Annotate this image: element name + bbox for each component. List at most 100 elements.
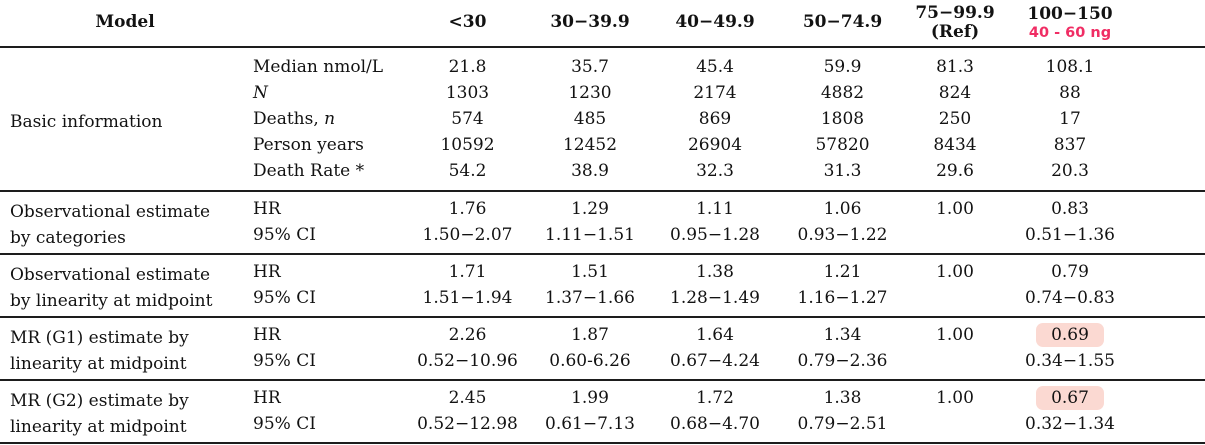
cell: 0.60-6.26 [549,351,631,371]
section-label-line: Observational estimate [10,264,211,285]
section-label-line: MR (G2) estimate by [10,390,189,411]
cell: 21.8 [448,57,487,77]
header-row: Model <30 30−39.9 40−49.9 50−74.9 75−99.… [0,0,1205,48]
cell: 0.34−1.55 [1025,351,1115,371]
cell: 0.69 [1005,316,1205,348]
header-col-75-99-ref: 75−99.9 (Ref) [905,0,1005,48]
cell: 1.64 [650,316,780,348]
cell: 8434 [933,135,977,155]
table-row: N 1303 1230 2174 4882 824 88 [0,80,1205,106]
row-label: 95% CI [253,414,316,434]
header-col-100-150: 100−150 40 - 60 ng [1005,0,1205,48]
section-label-line: Basic information [10,112,163,132]
cell: 29.6 [936,161,974,181]
cell: 1.76 [405,190,530,222]
cell: 0.52−12.98 [417,414,518,434]
cell: 45.4 [696,57,734,77]
header-model: Model [0,0,250,48]
cell: 1.99 [530,379,650,411]
cell: 1.21 [780,253,905,285]
cell: 1.51 [530,253,650,285]
cell: 1.06 [780,190,905,222]
section-observational-categories: Observational estimate by categories HR … [0,190,1205,254]
section-label-line: linearity at midpoint [10,416,187,437]
cell: 0.67−4.24 [670,351,760,371]
cell: 88 [1059,83,1081,103]
row-label: Median nmol/L [253,57,384,77]
table-row: 95% CI 0.52−10.96 0.60-6.26 0.67−4.24 0.… [0,348,1205,380]
row-label: HR [250,379,405,411]
header-col-lt30: <30 [405,0,530,48]
section-label: MR (G1) estimate by linearity at midpoin… [0,316,250,380]
header-col-40-49: 40−49.9 [650,0,780,48]
row-label: HR [250,190,405,222]
cell: 1.50−2.07 [422,225,513,245]
header-range-75-99: 75−99.9 [915,2,995,23]
cell: 1.38 [780,379,905,411]
cell [905,411,1005,443]
cell: 574 [451,109,484,129]
cell: 0.79 [1005,253,1205,285]
cell: 17 [1059,109,1081,129]
cell: 1.16−1.27 [797,288,888,308]
cell: 26904 [687,135,743,155]
cell: 2174 [693,83,737,103]
cell: 1.37−1.66 [545,288,635,308]
row-label: 95% CI [253,351,316,371]
section-observational-linearity: Observational estimate by linearity at m… [0,253,1205,317]
cell: 0.32−1.34 [1025,414,1115,434]
section-label: MR (G2) estimate by linearity at midpoin… [0,379,250,443]
cell: 38.9 [571,161,609,181]
cell: 1.11 [650,190,780,222]
table-row: Basic information Median nmol/L 21.8 35.… [0,47,1205,132]
section-mr-g1: MR (G1) estimate by linearity at midpoin… [0,316,1205,380]
cell: 1.87 [530,316,650,348]
table-row: Death Rate * 54.2 38.9 32.3 31.3 29.6 20… [0,158,1205,191]
section-label: Observational estimate by linearity at m… [0,253,250,317]
section-label-line: Observational estimate [10,201,211,222]
table-row: 95% CI 1.51−1.94 1.37−1.66 1.28−1.49 1.1… [0,285,1205,317]
table-row: 95% CI 1.50−2.07 1.11−1.51 0.95−1.28 0.9… [0,222,1205,254]
highlighted-value: 0.67 [1036,386,1104,410]
cell: 1230 [568,83,612,103]
row-label: Death Rate * [253,161,365,181]
cell: 1.00 [905,190,1005,222]
cell [905,348,1005,380]
cell: 250 [938,109,972,129]
cell: 1.51−1.94 [422,288,513,308]
cell: 81.3 [936,57,974,77]
section-mr-g2: MR (G2) estimate by linearity at midpoin… [0,379,1205,443]
cell: 0.51−1.36 [1025,225,1115,245]
cell: 837 [1053,135,1087,155]
cell: 2.26 [405,316,530,348]
cell: 0.83 [1005,190,1205,222]
cell: 0.93−1.22 [797,225,888,245]
cell: 1.00 [905,316,1005,348]
cell: 1.11−1.51 [545,225,635,245]
cell: 0.79−2.36 [797,351,888,371]
cell: 1808 [820,109,865,129]
table-row: 95% CI 0.52−12.98 0.61−7.13 0.68−4.70 0.… [0,411,1205,443]
cell [905,222,1005,254]
cell: 824 [938,83,972,103]
table-row: MR (G1) estimate by linearity at midpoin… [0,316,1205,380]
table-row: Person years 10592 12452 26904 57820 843… [0,132,1205,158]
row-label: HR [250,253,405,285]
cell: 12452 [562,135,618,155]
cell: 485 [573,109,607,129]
cell: 10592 [440,135,495,155]
cell: 32.3 [696,161,734,181]
cell: 2.45 [405,379,530,411]
cell: 1.00 [905,379,1005,411]
row-label: N [253,83,268,103]
cell: 1.28−1.49 [670,288,760,308]
cell: 4882 [820,83,865,103]
cell: 1.00 [905,253,1005,285]
table-row: Observational estimate by linearity at m… [0,253,1205,317]
section-basic-information: Basic information Median nmol/L 21.8 35.… [0,47,1205,191]
header-sublabel-spacer [250,0,405,48]
cell: 35.7 [571,57,609,77]
row-label: Deaths, n [253,109,336,129]
highlighted-value: 0.69 [1036,323,1104,347]
